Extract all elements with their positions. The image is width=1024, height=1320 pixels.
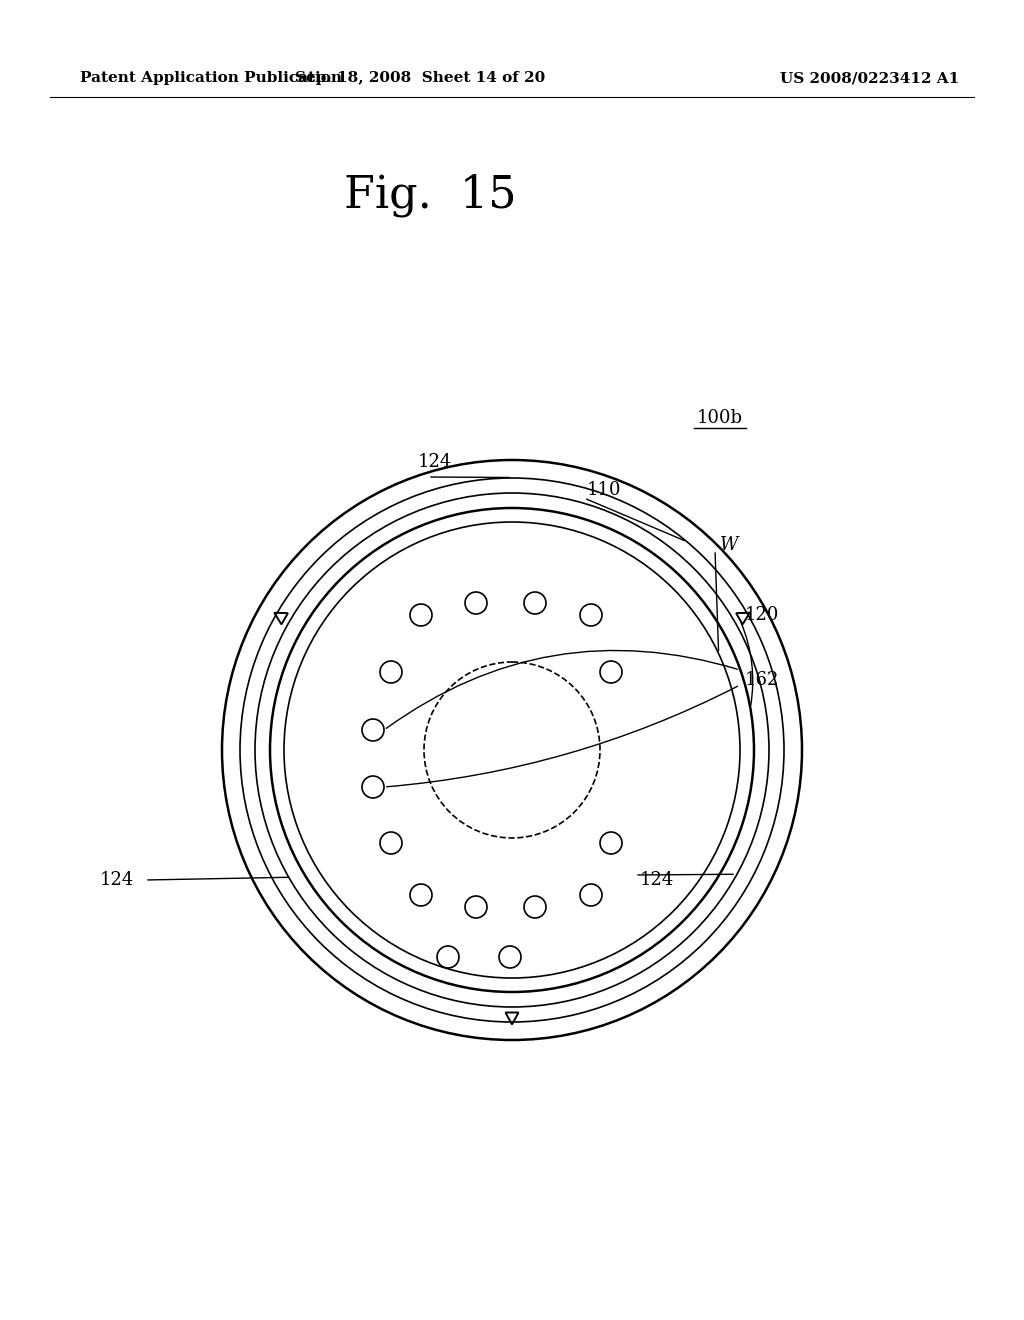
Text: 100b: 100b	[697, 409, 743, 426]
Text: 124: 124	[100, 871, 134, 888]
Text: Fig.  15: Fig. 15	[344, 173, 516, 216]
Text: Sep. 18, 2008  Sheet 14 of 20: Sep. 18, 2008 Sheet 14 of 20	[295, 71, 545, 84]
Text: 124: 124	[418, 453, 453, 471]
Text: W: W	[720, 536, 738, 554]
Text: 124: 124	[640, 871, 674, 888]
Text: 162: 162	[745, 671, 779, 689]
Text: US 2008/0223412 A1: US 2008/0223412 A1	[780, 71, 959, 84]
Text: 110: 110	[587, 480, 622, 499]
Text: Patent Application Publication: Patent Application Publication	[80, 71, 342, 84]
Text: 120: 120	[745, 606, 779, 624]
